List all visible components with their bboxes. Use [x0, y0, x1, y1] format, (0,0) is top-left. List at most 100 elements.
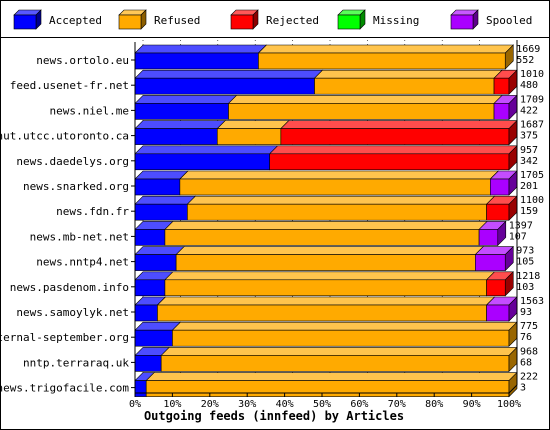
x-tick-label: 20% [201, 399, 219, 410]
category-label: news.pasdenom.info [10, 281, 129, 294]
legend-label: Accepted [49, 14, 102, 27]
x-axis-depth [508, 384, 518, 394]
bar-segment-side-refused [504, 44, 514, 70]
legend-item-spooled: Spooled [450, 9, 532, 30]
category-label: news.trigofacile.com [0, 382, 129, 395]
bar-segment-top-accepted [134, 120, 227, 129]
legend-label: Missing [373, 14, 419, 27]
category-label: news.samoylyk.net [16, 306, 129, 319]
bar-segment-top-rejected [268, 145, 518, 155]
data-label-total: 222 [520, 372, 538, 383]
bar-segment-top-accepted [134, 95, 238, 104]
bar-segment-accepted [134, 77, 315, 95]
bar-segment-top-accepted [134, 44, 268, 54]
bar-segment-top-refused [175, 246, 485, 255]
data-label-secondary: 3 [520, 383, 526, 394]
bar-row [134, 94, 518, 121]
category-label: news.snarked.org [23, 180, 129, 193]
category-label: news.niel.me [50, 104, 129, 117]
bar-segment-top-refused [171, 321, 518, 331]
legend-swatch [118, 14, 142, 30]
legend-swatch [230, 14, 254, 30]
bar-segment-accepted [134, 355, 162, 372]
bar-row [134, 296, 518, 322]
x-tick-label: 30% [238, 399, 256, 410]
bar-segment-top-accepted [134, 69, 324, 79]
bar-segment-rejected [486, 279, 506, 297]
bar-segment-top-refused [313, 69, 503, 79]
data-label-secondary: 93 [520, 307, 532, 318]
data-label-total: 1397 [509, 220, 533, 231]
bar-segment-accepted [134, 279, 166, 297]
bar-segment-refused [314, 77, 495, 95]
bar-segment-accepted [134, 254, 177, 271]
bar-row [134, 321, 518, 347]
bar-segment-accepted [134, 52, 259, 70]
bar-segment-top-accepted [134, 246, 185, 255]
bar-segment-top-rejected [280, 120, 518, 129]
data-label-total: 1100 [520, 195, 544, 206]
bar-segment-top-refused [186, 195, 496, 205]
data-label-secondary: 107 [509, 231, 527, 242]
category-label: feed.usenet-fr.net [10, 79, 129, 92]
bar-segment-accepted [134, 304, 158, 322]
legend-label: Spooled [486, 14, 532, 27]
bar-segment-top-refused [145, 372, 518, 381]
bar-row [134, 195, 518, 221]
data-label-secondary: 480 [520, 80, 538, 91]
bar-row [134, 346, 518, 373]
legend-swatch [450, 14, 474, 30]
data-label-secondary: 201 [520, 181, 538, 192]
legend-swatch [337, 14, 361, 30]
x-axis-title: Outgoing feeds (innfeed) by Articles [144, 409, 404, 423]
category-label: nut.utcc.utoronto.ca [0, 130, 129, 143]
category-label: eternal-september.org [0, 331, 129, 344]
data-label-total: 775 [520, 321, 538, 332]
bar-segment-top-accepted [134, 145, 279, 155]
data-label-total: 1709 [520, 94, 544, 105]
data-label-secondary: 68 [520, 357, 532, 368]
data-label-total: 1687 [520, 120, 544, 131]
data-label-total: 1705 [520, 170, 544, 181]
bar-row [134, 245, 514, 272]
bars [134, 44, 518, 398]
bar-segment-spooled [489, 178, 510, 196]
bar-row [134, 271, 514, 297]
data-label-total: 1010 [520, 69, 544, 80]
bar-segment-top-refused [164, 221, 488, 230]
x-tick-label: 70% [388, 399, 406, 410]
data-label-secondary: 342 [520, 156, 538, 167]
category-label: news.ortolo.eu [36, 54, 129, 67]
bar-segment-refused [187, 203, 487, 221]
x-tick-label: 100% [497, 399, 521, 410]
bar-segment-top-refused [164, 271, 496, 281]
bar-segment-top-refused [160, 347, 518, 356]
bar-segment-refused [175, 254, 476, 271]
bar-row [134, 119, 518, 146]
bar-segment-rejected [280, 128, 510, 145]
legend-item-rejected: Rejected [230, 9, 319, 30]
bar-segment-side-spooled [497, 220, 507, 247]
bar-segment-accepted [134, 229, 166, 246]
bar-segment-refused [172, 329, 510, 347]
bar-segment-rejected [486, 203, 510, 221]
bar-segment-top-accepted [134, 170, 189, 180]
legend-item-refused: Refused [118, 9, 200, 30]
category-label: news.mb-net.net [30, 230, 129, 243]
bar-segment-top-refused [216, 120, 290, 129]
legend-swatch [13, 14, 37, 30]
bar-segment-top-refused [156, 296, 496, 306]
bar-segment-top-refused [257, 44, 514, 54]
bar-segment-refused [164, 229, 480, 246]
bar-segment-refused [164, 279, 487, 297]
bar-row [134, 69, 518, 95]
bar-segment-spooled [493, 103, 510, 120]
legend-item-missing: Missing [337, 9, 419, 30]
bar-segment-spooled [478, 229, 499, 246]
legend-item-accepted: Accepted [13, 9, 102, 30]
bar-segment-top-refused [227, 95, 503, 104]
x-tick-label: 80% [425, 399, 443, 410]
